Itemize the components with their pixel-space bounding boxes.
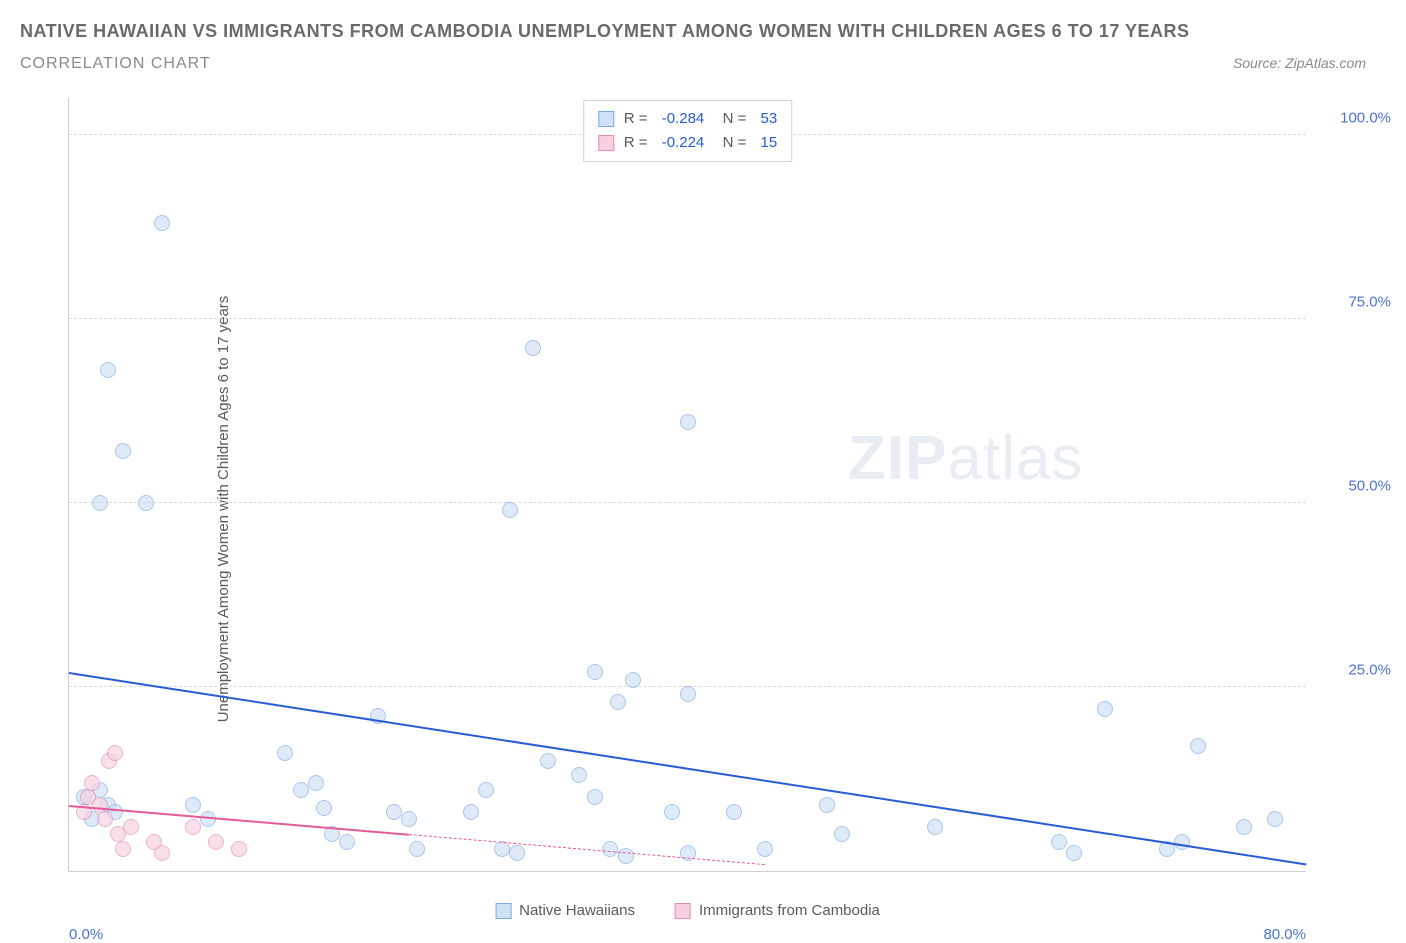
- legend-r-label: R =: [624, 131, 652, 155]
- watermark: ZIPatlas: [848, 423, 1083, 494]
- data-point: [92, 495, 108, 511]
- data-point: [115, 841, 131, 857]
- data-point: [84, 775, 100, 791]
- watermark-suffix: atlas: [947, 424, 1083, 493]
- data-point: [664, 804, 680, 820]
- chart-source: Source: ZipAtlas.com: [1233, 55, 1386, 71]
- data-point: [587, 789, 603, 805]
- data-point: [680, 414, 696, 430]
- legend-row-1: R = -0.224 N = 15: [598, 131, 777, 155]
- data-point: [409, 841, 425, 857]
- data-point: [602, 841, 618, 857]
- subtitle-row: CORRELATION CHART Source: ZipAtlas.com: [20, 55, 1386, 73]
- data-point: [123, 819, 139, 835]
- series-legend: Native Hawaiians Immigrants from Cambodi…: [495, 902, 880, 919]
- data-point: [726, 804, 742, 820]
- data-point: [92, 797, 108, 813]
- legend-n-value-0: 53: [761, 107, 778, 131]
- data-point: [502, 502, 518, 518]
- legend-r-value-1: -0.224: [662, 131, 705, 155]
- data-point: [819, 797, 835, 813]
- legend-n-value-1: 15: [761, 131, 778, 155]
- data-point: [625, 672, 641, 688]
- series-legend-item-0: Native Hawaiians: [495, 902, 635, 919]
- x-tick-label: 0.0%: [69, 926, 103, 943]
- trend-line: [409, 834, 765, 865]
- data-point: [680, 686, 696, 702]
- data-point: [97, 811, 113, 827]
- data-point: [1097, 701, 1113, 717]
- data-point: [185, 797, 201, 813]
- data-point: [308, 775, 324, 791]
- data-point: [401, 811, 417, 827]
- data-point: [185, 819, 201, 835]
- data-point: [478, 782, 494, 798]
- y-tick-label: 100.0%: [1311, 109, 1391, 126]
- data-point: [540, 753, 556, 769]
- watermark-prefix: ZIP: [848, 424, 947, 493]
- data-point: [927, 819, 943, 835]
- data-point: [509, 845, 525, 861]
- y-tick-label: 50.0%: [1311, 477, 1391, 494]
- chart-header: NATIVE HAWAIIAN VS IMMIGRANTS FROM CAMBO…: [0, 0, 1406, 73]
- data-point: [618, 848, 634, 864]
- legend-r-label: R =: [624, 107, 652, 131]
- data-point: [525, 340, 541, 356]
- data-point: [587, 664, 603, 680]
- legend-r-value-0: -0.284: [662, 107, 705, 131]
- data-point: [154, 215, 170, 231]
- legend-n-label: N =: [714, 107, 750, 131]
- data-point: [1267, 811, 1283, 827]
- data-point: [316, 800, 332, 816]
- data-point: [208, 834, 224, 850]
- series-legend-item-1: Immigrants from Cambodia: [675, 902, 880, 919]
- series-label-1: Immigrants from Cambodia: [699, 902, 880, 919]
- data-point: [757, 841, 773, 857]
- data-point: [610, 694, 626, 710]
- data-point: [200, 811, 216, 827]
- legend-n-label: N =: [714, 131, 750, 155]
- chart-subtitle: CORRELATION CHART: [20, 55, 211, 73]
- scatter-plot: ZIPatlas R = -0.284 N = 53 R = -0.224 N …: [68, 98, 1306, 872]
- data-point: [463, 804, 479, 820]
- legend-swatch-0: [598, 111, 614, 127]
- data-point: [571, 767, 587, 783]
- data-point: [1066, 845, 1082, 861]
- gridline: [69, 502, 1306, 503]
- data-point: [386, 804, 402, 820]
- data-point: [1051, 834, 1067, 850]
- chart-title: NATIVE HAWAIIAN VS IMMIGRANTS FROM CAMBO…: [20, 18, 1386, 45]
- data-point: [277, 745, 293, 761]
- correlation-legend: R = -0.284 N = 53 R = -0.224 N = 15: [583, 100, 792, 162]
- data-point: [154, 845, 170, 861]
- chart-area: Unemployment Among Women with Children A…: [20, 98, 1396, 920]
- gridline: [69, 318, 1306, 319]
- data-point: [138, 495, 154, 511]
- data-point: [231, 841, 247, 857]
- y-tick-label: 75.0%: [1311, 293, 1391, 310]
- y-tick-label: 25.0%: [1311, 661, 1391, 678]
- series-label-0: Native Hawaiians: [519, 902, 635, 919]
- data-point: [1190, 738, 1206, 754]
- legend-row-0: R = -0.284 N = 53: [598, 107, 777, 131]
- data-point: [115, 443, 131, 459]
- x-tick-label: 80.0%: [1263, 926, 1306, 943]
- data-point: [1236, 819, 1252, 835]
- data-point: [293, 782, 309, 798]
- legend-swatch-1: [598, 135, 614, 151]
- series-swatch-0: [495, 903, 511, 919]
- data-point: [834, 826, 850, 842]
- data-point: [339, 834, 355, 850]
- data-point: [107, 745, 123, 761]
- data-point: [100, 362, 116, 378]
- series-swatch-1: [675, 903, 691, 919]
